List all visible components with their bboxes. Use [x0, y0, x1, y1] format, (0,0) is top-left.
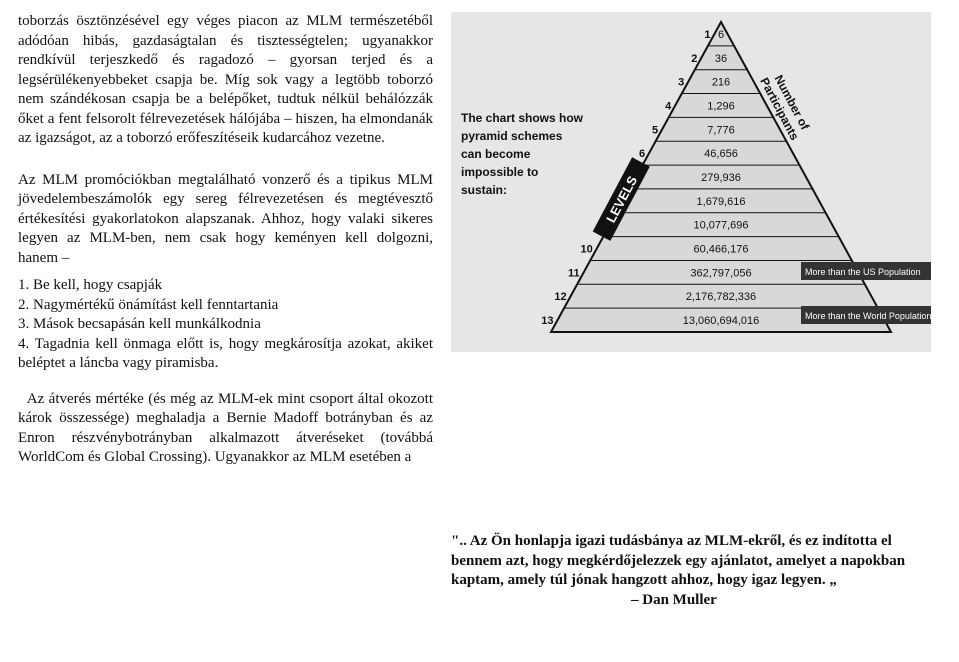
pyramid-svg: The chart shows how pyramid schemes can … [451, 12, 931, 352]
paragraph-1: toborzás ösztönzésével egy véges piacon … [18, 12, 433, 149]
pyramid-value: 6 [718, 29, 724, 41]
pyramid-value: 60,466,176 [693, 244, 748, 256]
pyramid-value: 46,656 [704, 148, 738, 160]
pyramid-level-number: 2 [691, 53, 697, 65]
right-column: The chart shows how pyramid schemes can … [451, 12, 941, 610]
pyramid-caption-3: can become [461, 147, 531, 161]
pyramid-level-number: 5 [652, 124, 658, 136]
pyramid-level-number: 3 [678, 77, 684, 89]
list-item-4: 4. Tagadnia kell önmaga előtt is, hogy m… [18, 335, 433, 374]
world-pop-note: More than the World Population [801, 306, 931, 324]
paragraph-2: Az MLM promóciókban megtalálható vonzerő… [18, 171, 433, 269]
pyramid-level-number: 1 [704, 29, 710, 41]
us-pop-note: More than the US Population [801, 262, 931, 280]
pyramid-level-number: 10 [581, 244, 593, 256]
pyramid-level-number: 13 [541, 315, 553, 327]
pyramid-value: 10,077,696 [693, 220, 748, 232]
pyramid-level-number: 11 [568, 267, 580, 279]
pyramid-caption-1: The chart shows how [461, 111, 584, 125]
paragraph-3: Az átverés mértéke (és még az MLM-ek min… [18, 390, 433, 468]
pyramid-value: 13,060,694,016 [683, 315, 759, 327]
pyramid-value: 7,776 [707, 124, 735, 136]
pyramid-chart: The chart shows how pyramid schemes can … [451, 12, 941, 352]
page-layout: toborzás ösztönzésével egy véges piacon … [18, 12, 941, 610]
pyramid-value: 362,797,056 [690, 267, 751, 279]
pyramid-value: 216 [712, 77, 730, 89]
pyramid-value: 2,176,782,336 [686, 291, 756, 303]
pyramid-level-number: 4 [665, 100, 672, 112]
list-item-2: 2. Nagymértékű önámítást kell fenntartan… [18, 296, 433, 316]
pyramid-value: 1,296 [707, 100, 735, 112]
pyramid-level-number: 12 [554, 291, 566, 303]
quote-text: ".. Az Ön honlapja igazi tudásbánya az M… [451, 533, 905, 588]
left-column: toborzás ösztönzésével egy véges piacon … [18, 12, 433, 610]
pyramid-value: 36 [715, 53, 727, 65]
svg-text:More than the World Population: More than the World Population [805, 311, 931, 321]
pyramid-value: 1,679,616 [697, 196, 746, 208]
list-item-3: 3. Mások becsapásán kell munkálkodnia [18, 315, 433, 335]
pyramid-caption-4: impossible to [461, 165, 538, 179]
pyramid-value: 279,936 [701, 172, 741, 184]
pyramid-caption-5: sustain: [461, 183, 507, 197]
pyramid-level-number: 6 [639, 148, 645, 160]
pyramid-caption-2: pyramid schemes [461, 129, 563, 143]
testimonial-quote: ".. Az Ön honlapja igazi tudásbánya az M… [451, 532, 941, 610]
list-item-1: 1. Be kell, hogy csapják [18, 276, 433, 296]
quote-author: – Dan Muller [631, 591, 717, 611]
svg-text:More than the US Population: More than the US Population [805, 267, 921, 277]
